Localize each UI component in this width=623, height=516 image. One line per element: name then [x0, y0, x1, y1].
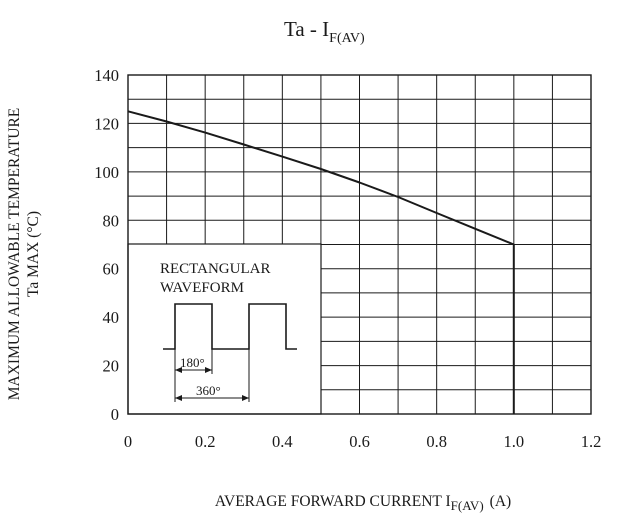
inset-label-line1: RECTANGULAR: [160, 261, 270, 277]
arrowhead-180-right: [205, 367, 212, 373]
x-tick-label: 0: [124, 432, 132, 451]
inset-box: [127, 243, 322, 415]
x-tick-label: 1.0: [504, 432, 525, 451]
x-axis-label: AVERAGE FORWARD CURRENT IF(AV) (A): [215, 493, 511, 513]
y-axis-label-line2: Ta MAX (°C): [25, 211, 42, 297]
plot-frame: [127, 74, 592, 415]
x-tick-label: 0.2: [195, 432, 216, 451]
x-tick-label: 1.2: [581, 432, 602, 451]
y-tick-label: 80: [103, 211, 120, 230]
y-axis-label-line1: MAXIMUM ALLOWABLE TEMPERATURE: [6, 108, 23, 401]
y-tick-label: 140: [94, 66, 119, 85]
chart-title: Ta - IF(AV): [284, 17, 365, 46]
arrowhead-360-right: [242, 395, 249, 401]
x-tick-label: 0.4: [272, 432, 293, 451]
y-tick-label: 120: [94, 114, 119, 133]
arrowhead-360-left: [175, 395, 182, 401]
x-tick-label: 0.8: [426, 432, 447, 451]
rectangular-waveform: [163, 303, 297, 350]
inset-label-line2: WAVEFORM: [160, 280, 244, 296]
arrowhead-180-left: [175, 367, 182, 373]
y-tick-label: 40: [103, 308, 120, 327]
y-tick-label: 60: [103, 260, 120, 279]
x-tick-label: 0.6: [349, 432, 370, 451]
angle-label-360: 360°: [196, 383, 221, 398]
y-tick-label: 20: [103, 357, 120, 376]
angle-label-180: 180°: [180, 355, 205, 370]
y-tick-label: 100: [94, 163, 119, 182]
waveform-inset: RECTANGULAR WAVEFORM 180° 360°: [127, 243, 322, 415]
y-tick-label: 0: [111, 405, 119, 424]
derating-curve: [127, 110, 515, 414]
